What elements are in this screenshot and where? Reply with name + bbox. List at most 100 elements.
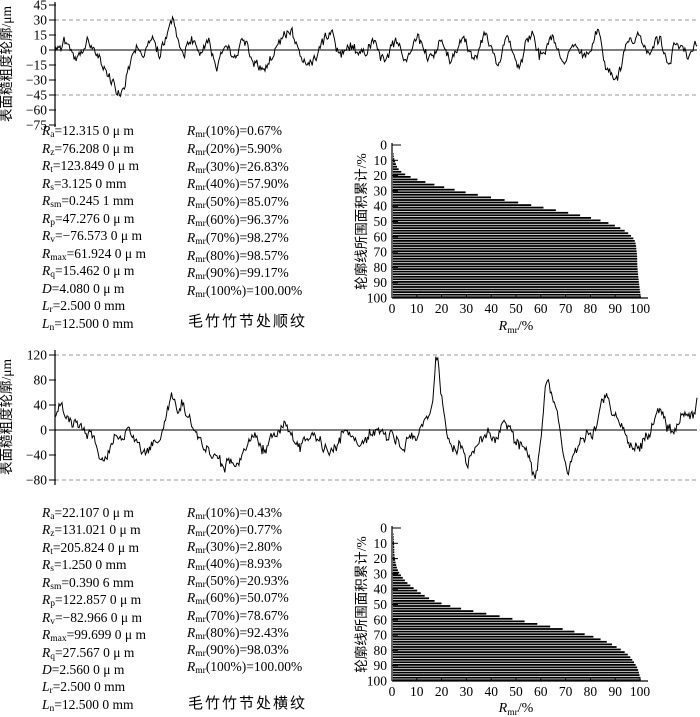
abbott-bar <box>393 640 607 643</box>
panel2-caption: 毛竹竹节处横纹 <box>188 696 308 712</box>
y-tick-label: −80 <box>26 473 47 488</box>
abbott-bar <box>393 273 638 276</box>
abbott-x-axis-title: Rmr/% <box>498 319 534 336</box>
x-tick-label: 90 <box>608 684 622 699</box>
x-tick-label: 30 <box>460 301 474 316</box>
y-tick-label: 10 <box>374 536 388 551</box>
abbott-bar <box>393 268 638 270</box>
rmr-line: Rmr(20%)=0.77% <box>187 522 283 540</box>
abbott-bar <box>393 263 638 265</box>
param-line: Rp=47.276 0 μ m <box>42 210 135 228</box>
y-tick-label: −75 <box>26 118 47 133</box>
abbott-bar <box>393 556 395 559</box>
abbott-bar <box>393 183 435 186</box>
abbott-bar <box>393 643 612 646</box>
abbott-bar <box>393 676 641 679</box>
y-tick-label: 10 <box>374 153 388 168</box>
param-line: Rp=122.857 0 μ m <box>42 592 142 610</box>
y-tick-label: 100 <box>367 674 388 689</box>
y-tick-label: −15 <box>26 58 47 73</box>
abbott-bar <box>393 536 394 538</box>
abbott-bar <box>393 160 396 163</box>
abbott-bar <box>393 674 640 676</box>
x-tick-label: 0 <box>389 301 396 316</box>
abbott-bar <box>393 165 397 168</box>
param-line: Lr=2.500 0 mm <box>42 679 126 697</box>
abbott-bar <box>393 214 581 217</box>
profile-chart-cross: 120 80 40 0 −40 −80 表面糙粗度轮廓/μm <box>0 348 698 488</box>
param-line: Rz=76.208 0 μ m <box>42 140 134 158</box>
abbott-bar <box>393 288 640 291</box>
abbott-bar <box>393 255 638 258</box>
param-line: D=2.560 0 μ m <box>42 661 125 677</box>
profile-y-axis-title: 表面糙粗度轮廓/μm <box>0 6 14 122</box>
abbott-bar <box>393 584 411 587</box>
abbott-bar <box>393 191 466 194</box>
abbott-bar <box>393 661 634 664</box>
abbott-bar <box>393 669 639 671</box>
param-line: Rsm=0.390 6 mm <box>42 574 134 592</box>
x-tick-label: 60 <box>534 301 548 316</box>
abbott-bar <box>393 296 641 299</box>
x-tick-label: 60 <box>534 684 548 699</box>
abbott-bar <box>393 646 617 648</box>
param-line: Rv=−82.966 0 μ m <box>42 609 142 627</box>
abbott-bar <box>393 551 395 554</box>
abbott-bar <box>393 546 395 548</box>
abbott-bar <box>393 543 395 546</box>
abbott-bar <box>393 278 639 281</box>
abbott-bar <box>393 240 635 242</box>
abbott-bar <box>393 600 435 602</box>
abbott-bar <box>393 158 395 160</box>
abbott-bar <box>393 648 621 651</box>
abbott-bar <box>393 635 594 638</box>
panel1-rmr-values: Rmr(10%)=0.67% Rmr(20%)=5.90% Rmr(30%)=26.… <box>187 122 302 300</box>
param-line: Rsm=0.245 1 mm <box>42 193 134 211</box>
abbott-bar <box>393 612 487 615</box>
y-tick-label: 100 <box>367 291 388 306</box>
x-tick-label: 0 <box>389 684 396 699</box>
rmr-line: Rmr(100%)=100.00% <box>187 658 303 676</box>
abbott-bar <box>393 587 414 589</box>
param-line: Rmax=99.699 0 μ m <box>42 627 146 645</box>
abbott-bar <box>393 178 418 181</box>
rmr-line: Rmr(80%)=92.43% <box>187 624 289 642</box>
rmr-line: Rmr(30%)=26.83% <box>187 158 289 176</box>
x-tick-label: 100 <box>630 684 651 699</box>
abbott-x-axis-title: Rmr/% <box>498 701 534 717</box>
abbott-bar <box>393 283 640 286</box>
abbott-bar <box>393 630 575 633</box>
abbott-bar <box>393 656 631 659</box>
abbott-bar <box>393 222 609 224</box>
y-tick-label: 50 <box>374 597 388 612</box>
abbott-bar <box>393 574 401 577</box>
abbott-bar <box>393 658 633 661</box>
abbott-bar <box>393 206 544 209</box>
x-tick-label: 70 <box>559 301 573 316</box>
y-tick-label: 20 <box>374 168 388 183</box>
y-tick-label: 120 <box>27 348 48 363</box>
rmr-line: Rmr(10%)=0.67% <box>187 123 283 140</box>
abbott-bars <box>393 153 641 299</box>
y-tick-label: 80 <box>374 260 388 275</box>
x-tick-label: 20 <box>435 301 449 316</box>
abbott-bar <box>393 250 637 253</box>
roughness-profile-curve <box>54 15 698 98</box>
abbott-bar <box>393 651 625 653</box>
abbott-bar <box>393 602 442 605</box>
x-tick-label: 40 <box>484 684 498 699</box>
rmr-line: Rmr(90%)=99.17% <box>187 265 289 283</box>
abbott-bar <box>393 548 395 551</box>
abbott-bar <box>393 275 639 278</box>
y-tick-label: 60 <box>374 229 388 244</box>
abbott-bar <box>393 538 394 541</box>
abbott-bar <box>393 155 394 158</box>
abbott-bar <box>393 211 569 214</box>
abbott-y-axis-title: 轮廓线所围面积累计/% <box>353 153 369 290</box>
abbott-bar <box>393 265 638 268</box>
abbott-bar <box>393 569 398 572</box>
abbott-bar <box>393 553 395 556</box>
y-tick-label: 45 <box>34 0 48 13</box>
